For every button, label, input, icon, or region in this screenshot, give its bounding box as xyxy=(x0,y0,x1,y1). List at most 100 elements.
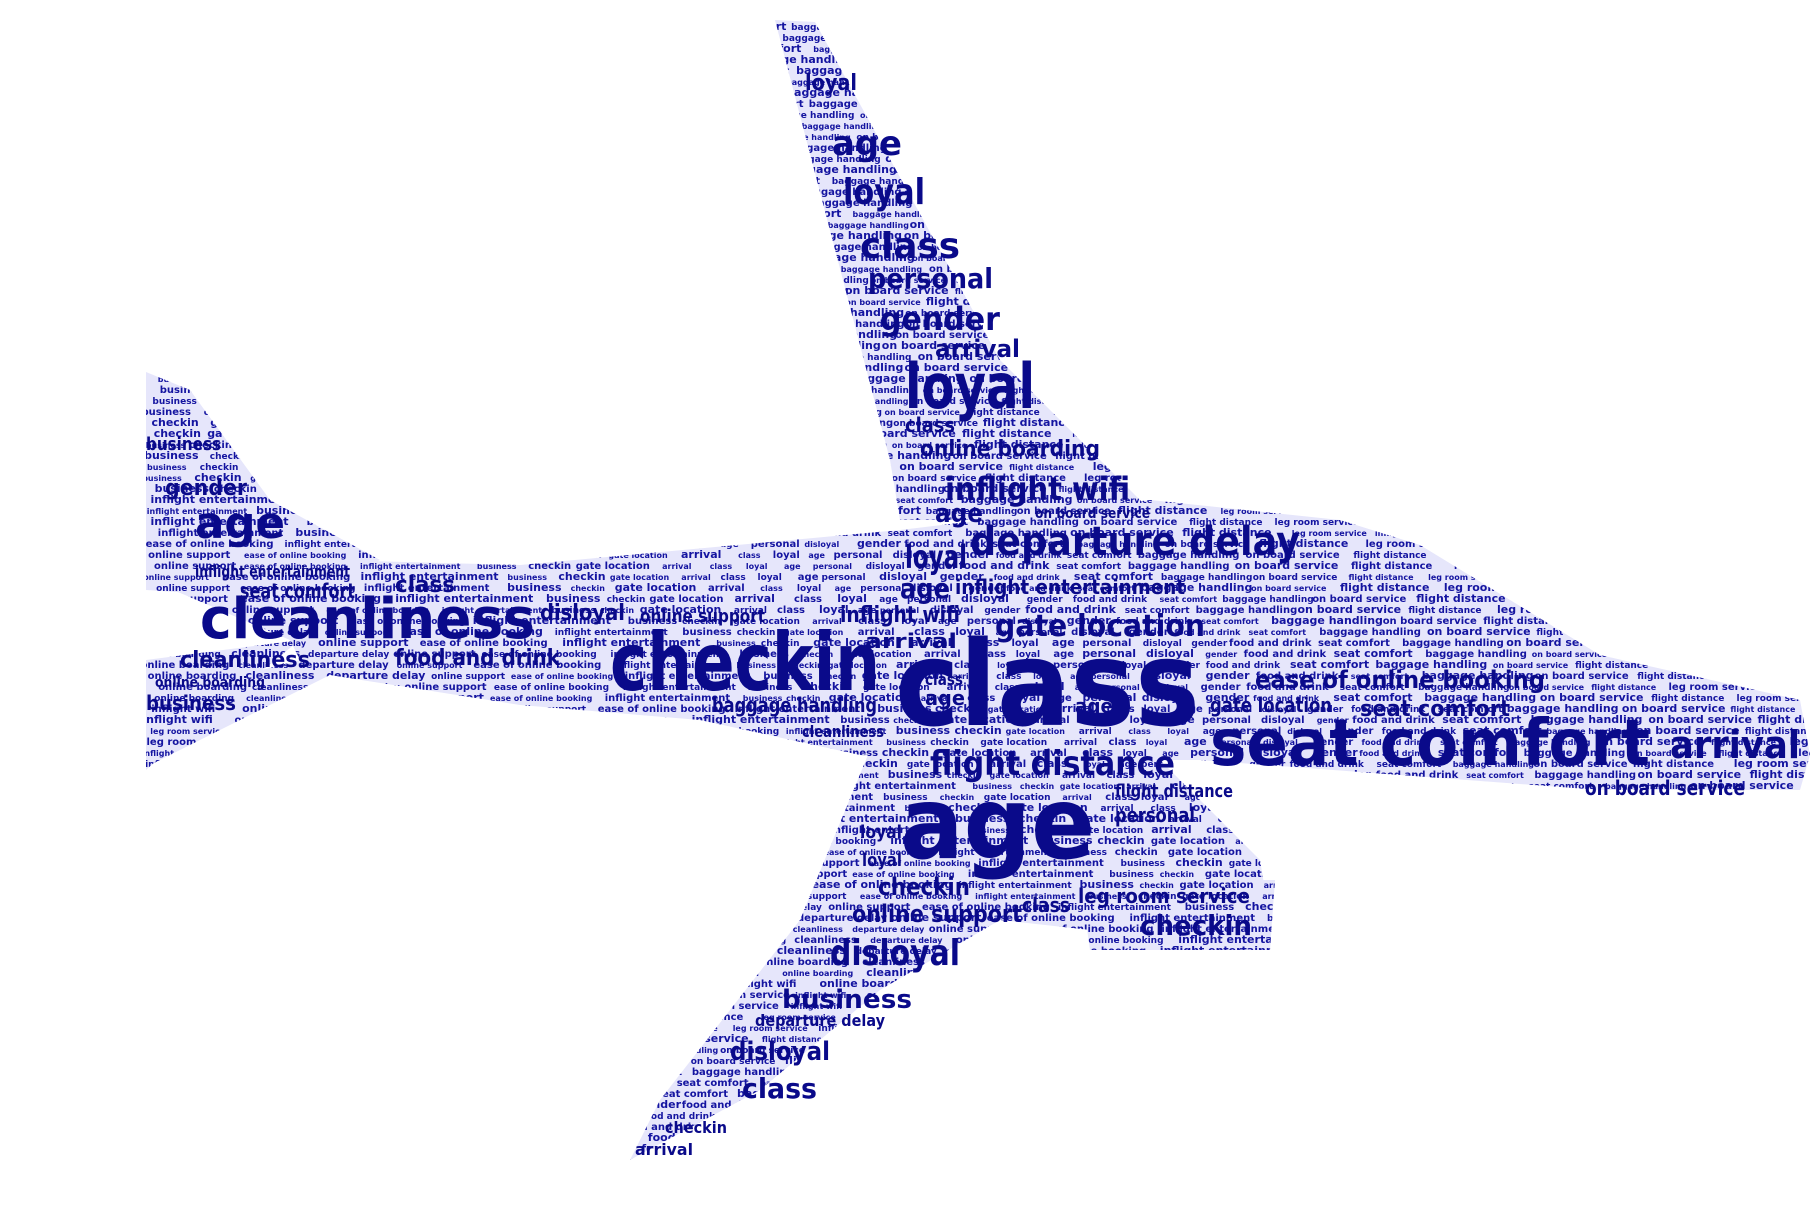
filler-word: loyal xyxy=(420,20,450,33)
filler-word: leg room service xyxy=(1669,682,1763,693)
filler-word: cleanliness xyxy=(563,848,613,857)
filler-word: inflight entertainment xyxy=(830,825,956,836)
filler-word: online boarding xyxy=(508,881,579,890)
filler-word: personal xyxy=(1655,935,1704,946)
filler-word: online boarding xyxy=(1305,177,1385,187)
filler-word: food and drink xyxy=(564,284,655,297)
filler-word: business xyxy=(155,482,210,495)
filler-word: baggage handling xyxy=(1141,581,1253,594)
filler-word: age xyxy=(466,405,489,418)
filler-word: on board service xyxy=(905,309,990,319)
filler-word: baggage handling xyxy=(789,1123,871,1132)
filler-word: class xyxy=(369,1156,394,1166)
filler-word: gender xyxy=(537,55,577,66)
filler-word: inflight entertainment xyxy=(968,869,1094,880)
filler-word: gate location xyxy=(260,45,327,55)
filler-word: flight distance xyxy=(1007,320,1080,330)
filler-word: baggage handling xyxy=(729,295,841,308)
filler-word: age xyxy=(808,551,825,560)
filler-word: online boarding xyxy=(1319,485,1399,495)
filler-word: loyal xyxy=(797,584,821,594)
filler-word: seat comfort xyxy=(1659,848,1717,857)
filler-word: class xyxy=(403,386,428,396)
filler-word: checkin xyxy=(149,110,192,121)
filler-word: arrival xyxy=(1730,1021,1770,1034)
filler-word: online boarding xyxy=(242,702,340,715)
filler-word: flight distance xyxy=(1575,661,1648,671)
filler-word: online boarding xyxy=(1259,1134,1330,1143)
filler-word: online support xyxy=(1490,141,1580,154)
filler-word: gate location xyxy=(251,460,333,473)
filler-word: disloyal xyxy=(671,507,710,517)
filler-word: online support xyxy=(1498,396,1580,407)
filler-word: class xyxy=(325,1090,350,1100)
filler-word: disloyal xyxy=(522,331,557,340)
filler-word: gate location xyxy=(269,174,351,187)
filler-word: seat comfort xyxy=(1710,856,1789,869)
filler-word: food and drink xyxy=(669,254,736,263)
filler-word: baggage handling xyxy=(476,1024,558,1033)
filler-word: loyal xyxy=(417,364,439,373)
filler-word: checkin xyxy=(205,364,240,373)
filler-word: on board service xyxy=(892,474,977,484)
filler-word: online support xyxy=(1540,199,1615,209)
filler-word: cleanliness xyxy=(252,683,308,693)
filler-word: class xyxy=(366,419,391,429)
filler-word: checkin xyxy=(206,240,253,253)
filler-word: departure delay xyxy=(461,804,534,813)
filler-word: leg room service xyxy=(367,903,451,913)
filler-word: leg room service xyxy=(1134,482,1237,495)
filler-word: on board service xyxy=(923,386,999,395)
filler-word: gate location xyxy=(254,119,336,132)
filler-word: ease of online booking xyxy=(1623,361,1764,374)
filler-word: baggage handling xyxy=(1453,760,1535,769)
filler-word: age xyxy=(445,31,468,44)
filler-word: departure delay xyxy=(1416,243,1489,252)
filler-word: personal xyxy=(420,286,469,297)
filler-word: gender xyxy=(1767,925,1804,935)
filler-word: loyal xyxy=(238,1057,262,1067)
filler-word: disloyal xyxy=(473,287,512,297)
filler-word: checkin xyxy=(1421,969,1460,979)
filler-word: seat comfort xyxy=(716,144,781,154)
filler-word: leg room service xyxy=(1269,495,1363,506)
filler-word: age xyxy=(460,188,477,197)
filler-word: flight distance xyxy=(968,144,1034,153)
filler-word: gate location xyxy=(1599,1002,1659,1011)
filler-word: gender xyxy=(597,317,642,330)
filler-word: arrival xyxy=(335,1167,365,1176)
filler-word: departure delay xyxy=(367,760,448,770)
filler-word: online support xyxy=(1464,110,1546,121)
filler-word: online support xyxy=(1543,474,1609,483)
filler-word: online support xyxy=(512,705,587,715)
filler-word: loyal xyxy=(400,1120,430,1133)
filler-word: ease of online booking xyxy=(511,672,614,681)
filler-word: seat comfort xyxy=(772,265,830,274)
filler-word: seat comfort xyxy=(725,1167,790,1177)
filler-word: gender xyxy=(621,176,661,187)
filler-word: cleanliness xyxy=(1367,306,1436,319)
filler-word: gate location xyxy=(235,78,295,87)
filler-word: leg room service xyxy=(144,814,238,825)
filler-word: age xyxy=(467,1167,484,1176)
filler-word: disloyal xyxy=(499,430,538,440)
filler-word: cleanliness xyxy=(403,727,453,736)
filler-word: gate location xyxy=(608,551,668,560)
filler-word: flight distance xyxy=(762,1035,828,1044)
filler-word: departure delay xyxy=(431,768,530,781)
filler-word: arrival xyxy=(1633,991,1663,1000)
filler-word: leg room service xyxy=(1109,1144,1203,1155)
filler-word: arrival xyxy=(681,548,721,561)
filler-word: checkin xyxy=(1176,856,1223,869)
filler-word: disloyal xyxy=(419,1068,458,1078)
filler-word: personal xyxy=(492,449,546,462)
filler-word: cleanliness xyxy=(1346,1109,1415,1122)
filler-word: flight distance xyxy=(982,45,1055,55)
filler-word: leg room service xyxy=(1087,89,1163,98)
filler-word: inflight entertainment xyxy=(1784,339,1820,352)
filler-word: inflight wifi xyxy=(1808,649,1820,660)
filler-word: arrival xyxy=(1557,958,1587,967)
filler-word: inflight entertainment xyxy=(748,792,874,803)
word-departure-delay: departure delay xyxy=(970,519,1300,565)
filler-word: online support xyxy=(1159,1023,1241,1034)
